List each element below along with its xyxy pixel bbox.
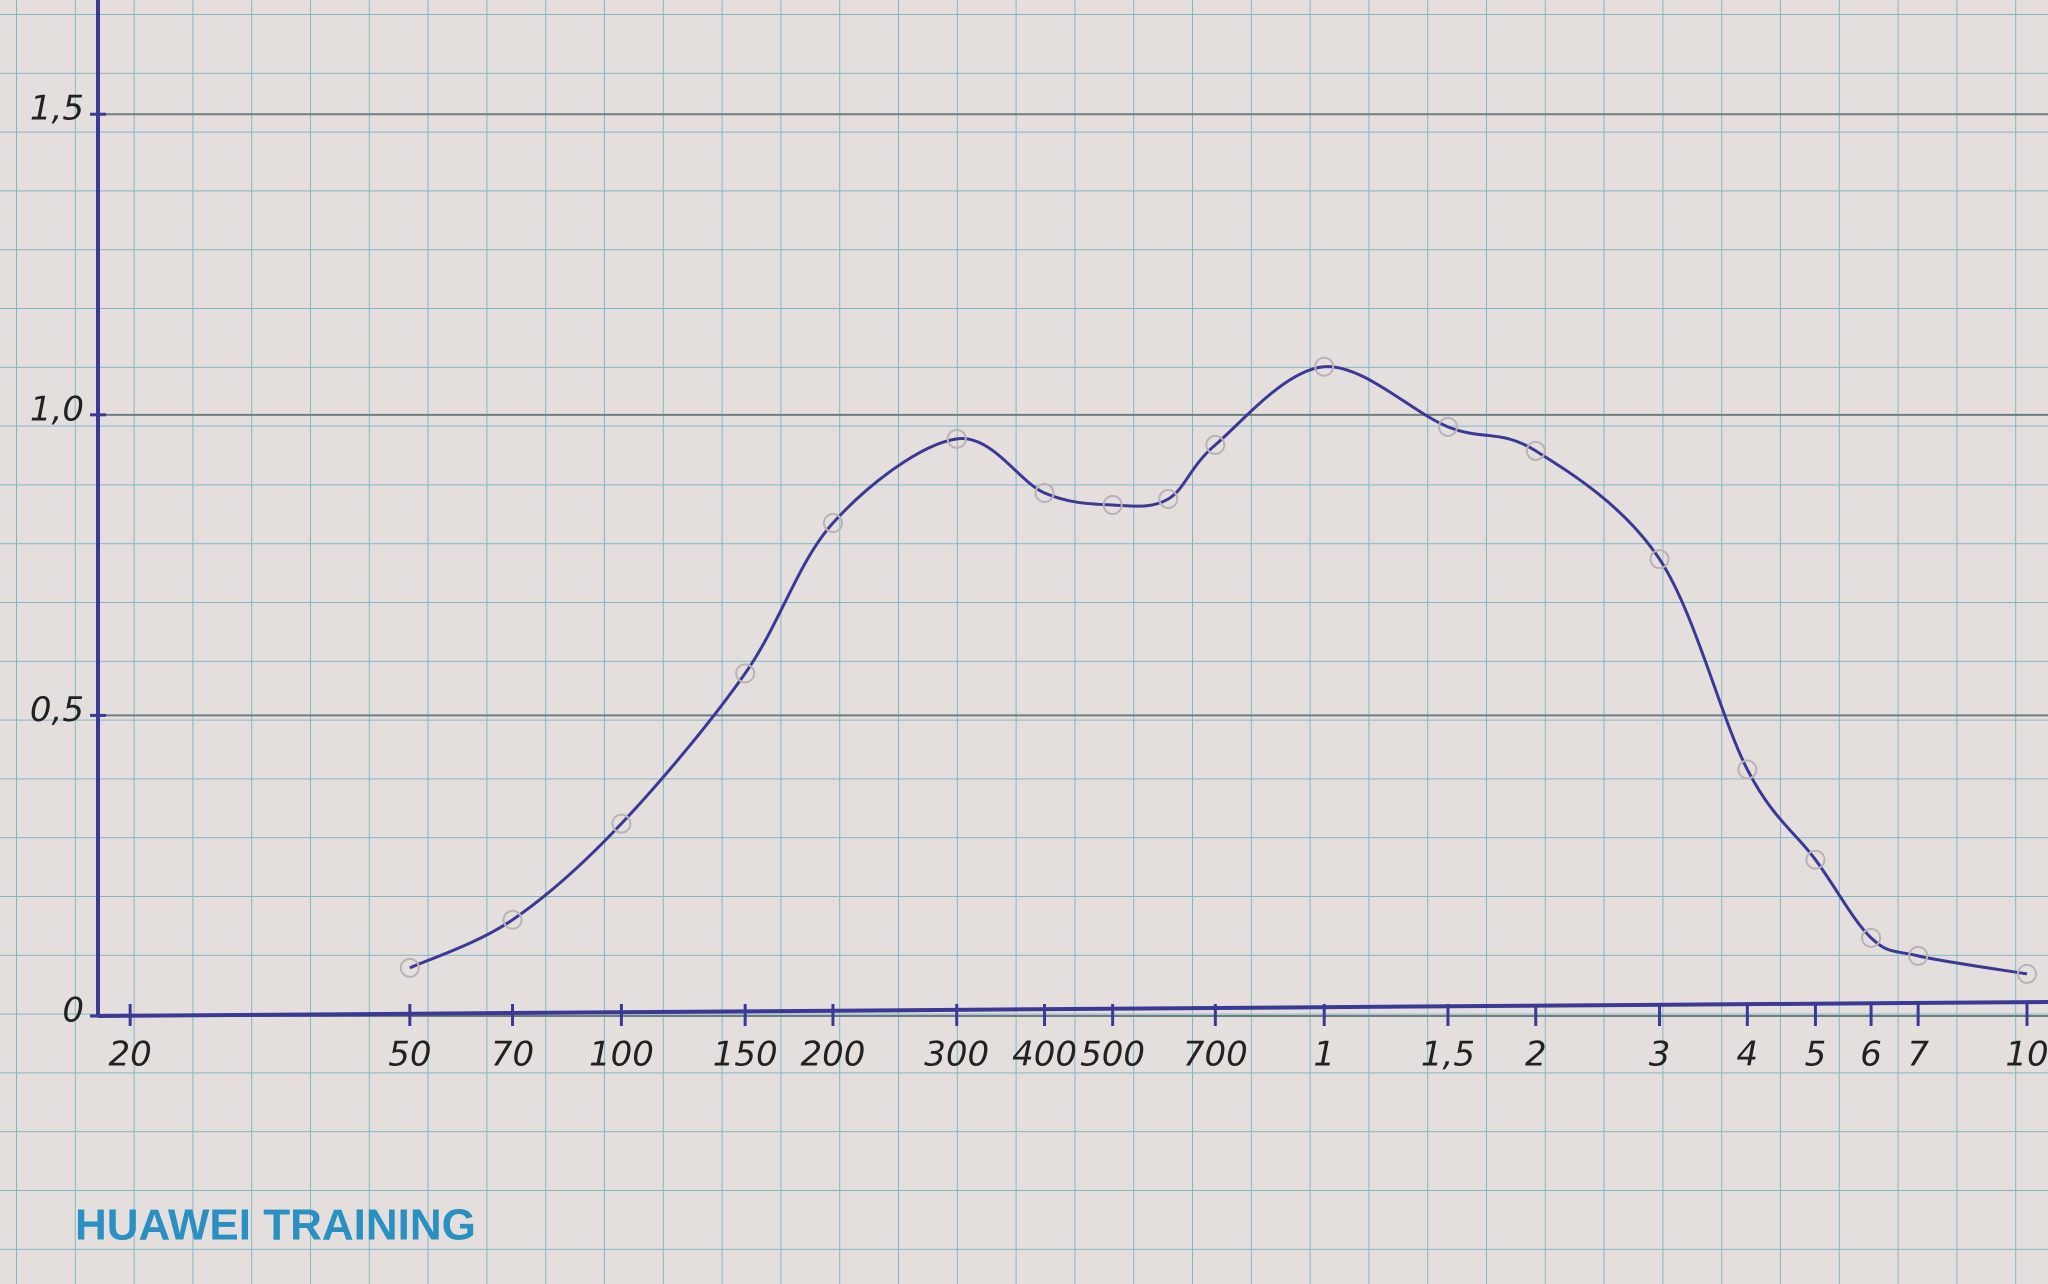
x-tick-label: 100 xyxy=(589,1035,654,1075)
data-point xyxy=(1314,356,1335,377)
x-tick-label: 50 xyxy=(388,1035,431,1075)
data-line xyxy=(409,365,2028,976)
data-point xyxy=(1158,488,1179,509)
data-point xyxy=(1205,434,1226,455)
data-point xyxy=(502,909,523,930)
y-tick-label: 1,5 xyxy=(30,89,84,129)
x-tick-label: 20 xyxy=(109,1035,152,1075)
x-tick-label: 1 xyxy=(1313,1035,1335,1075)
x-tick-label: 70 xyxy=(491,1035,534,1075)
data-point xyxy=(1908,945,1929,966)
data-point xyxy=(399,957,420,978)
y-tick-label: 1,0 xyxy=(30,389,84,429)
data-point xyxy=(1034,482,1055,503)
y-tick-label: 0,5 xyxy=(30,690,84,730)
x-tick-label: 700 xyxy=(1183,1035,1248,1075)
x-tick-label: 6 xyxy=(1860,1035,1882,1075)
x-tick-label: 3 xyxy=(1649,1035,1671,1075)
x-axis xyxy=(97,1000,2048,1018)
x-tick-label: 4 xyxy=(1737,1035,1759,1075)
x-tick-label: 500 xyxy=(1080,1035,1145,1075)
x-tick-label: 300 xyxy=(924,1035,989,1075)
data-point xyxy=(1102,494,1123,515)
data-point xyxy=(735,663,756,684)
data-point xyxy=(611,813,632,834)
data-point xyxy=(1649,549,1670,570)
x-tick-label: 2 xyxy=(1525,1035,1547,1075)
brand-label: HUAWEI TRAINING xyxy=(75,1201,476,1250)
x-tick-label: 7 xyxy=(1907,1035,1929,1075)
x-tick-label: 400 xyxy=(1012,1035,1077,1075)
x-tick-label: 5 xyxy=(1805,1035,1827,1075)
data-point xyxy=(2017,963,2037,984)
y-tick-label: 0 xyxy=(62,991,84,1031)
data-point xyxy=(1805,849,1826,870)
data-point xyxy=(822,513,843,534)
x-tick-label: 200 xyxy=(801,1035,866,1075)
data-point xyxy=(1437,416,1458,437)
data-point xyxy=(946,428,967,449)
x-tick-label: 10 xyxy=(2005,1035,2048,1075)
data-point xyxy=(1861,927,1882,948)
data-point xyxy=(1737,759,1758,780)
data-point xyxy=(1525,440,1546,461)
x-tick-label: 150 xyxy=(713,1035,778,1075)
x-tick-label: 1,5 xyxy=(1421,1035,1475,1075)
